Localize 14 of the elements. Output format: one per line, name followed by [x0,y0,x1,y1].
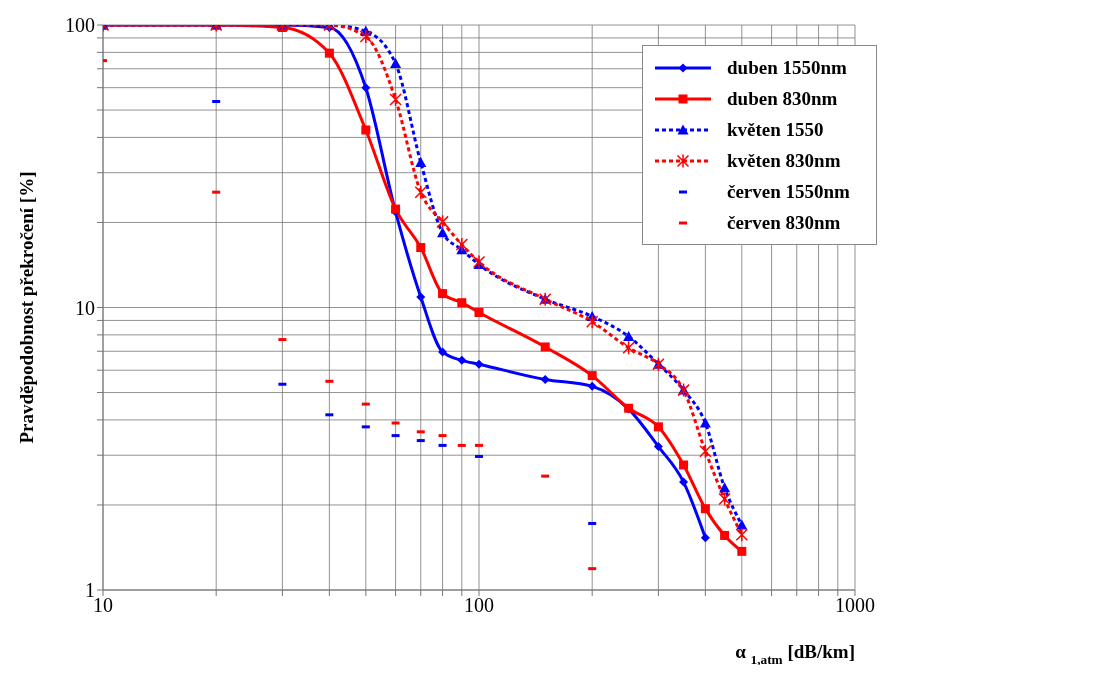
y-tick-label: 10 [75,296,95,319]
x-tick-label: 1000 [835,594,875,617]
legend-label: květen 1550 [727,118,824,141]
legend-label: duben 1550nm [727,56,847,79]
legend-label: duben 830nm [727,87,838,110]
y-tick-label: 1 [85,579,95,602]
x-tick-label: 100 [464,594,494,617]
x-axis-title: α $_{1,atm}$ [dB/km] [735,641,855,667]
legend-label: červen 830nm [727,211,841,234]
legend-label: květen 830nm [727,149,841,172]
y-axis-title: Pravděpodobnost překročení [%] [16,171,37,444]
legend-label: červen 1550nm [727,180,850,203]
y-tick-label: 100 [65,14,95,37]
x-tick-label: 10 [93,594,113,617]
